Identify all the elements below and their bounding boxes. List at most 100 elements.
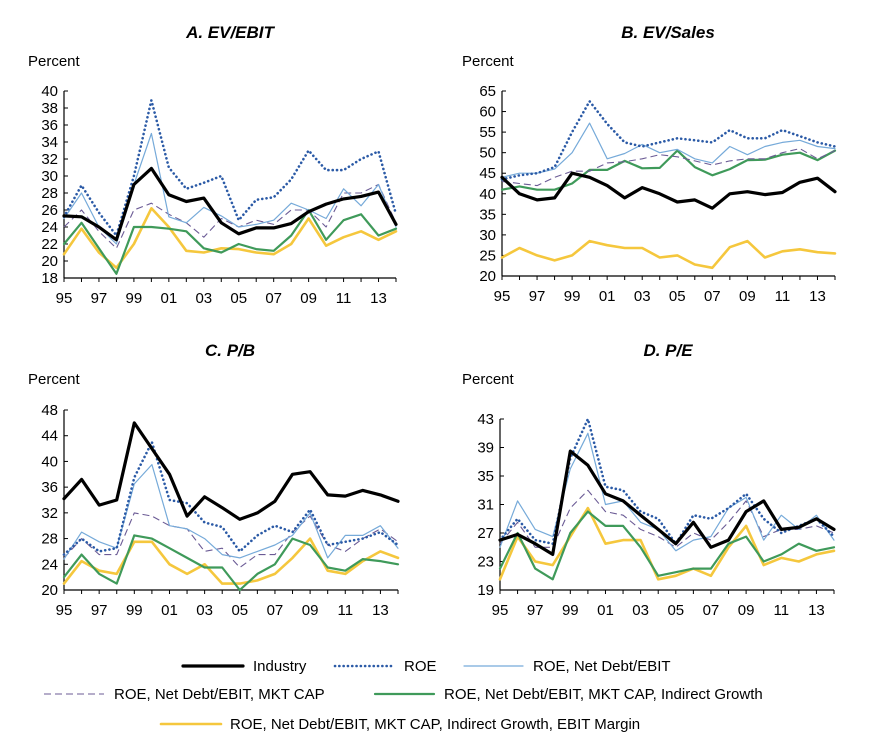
y-tick-label: 32 [41,151,58,168]
x-tick-label: 99 [126,290,143,307]
y-tick-label: 31 [477,497,494,514]
y-tick-label: 22 [41,236,58,253]
y-tick-label: 20 [479,268,496,285]
y-tick-label: 40 [479,186,496,203]
y-tick-label: 28 [41,531,58,548]
y-tick-label: 25 [479,247,496,264]
x-tick-label: 01 [161,602,178,619]
y-tick-label: 43 [477,411,494,428]
y-tick-label: 20 [41,582,58,599]
panel-p-e: D. P/E Percent 19 23 27 31 35 39 43 95 97 99 01 03 05 0… [462,341,836,619]
x-tick-label: 11 [337,602,353,619]
y-tick-label: 32 [41,505,58,522]
x-tick-label: 03 [196,602,213,619]
x-tick-label: 97 [91,602,108,619]
y-tick-label: 28 [41,185,58,202]
panel-title-ev-ebit: A. EV/EBIT [185,23,275,42]
x-tick-label: 95 [56,602,73,619]
x-tick-label: 13 [808,602,825,619]
x-tick-label: 13 [372,602,389,619]
legend-label-roe: ROE [404,658,437,675]
series-line-roe-nd-mc-ig-em-p-b [62,537,400,585]
x-tick-label: 03 [632,602,649,619]
series-line-roe-nd-mc-p-e [499,489,835,548]
x-tick-label: 07 [703,602,720,619]
series-line-industry-p-b [62,421,400,521]
y-tick-label: 38 [41,100,58,117]
x-tick-label: 09 [738,602,755,619]
series-line-industry-p-e [498,449,836,557]
y-tick-label: 24 [41,219,58,236]
series-line-roe-nd-mc-ig-ev-ebit [62,208,398,275]
x-tick-label: 99 [126,602,143,619]
series-line-roe-nd-ev-sales [501,122,836,178]
y-unit-label-p-b: Percent [28,371,81,388]
y-tick-label: 24 [41,556,58,573]
series-line-roe-nd-mc-ig-p-e [498,510,836,581]
y-unit-label-ev-sales: Percent [462,53,515,70]
y-tick-label: 50 [479,145,496,162]
x-tick-label: 05 [231,602,248,619]
x-tick-label: 13 [370,290,387,307]
x-tick-label: 01 [599,288,616,305]
y-tick-label: 18 [41,270,58,287]
x-tick-label: 95 [492,602,509,619]
y-tick-label: 27 [477,525,494,542]
x-tick-label: 07 [265,290,282,307]
y-tick-label: 34 [41,134,58,151]
y-tick-label: 44 [41,428,58,445]
x-tick-label: 09 [739,288,756,305]
legend: Industry ROE ROE, Net Debt/EBIT ROE, Net De… [44,658,763,733]
y-tick-label: 35 [477,468,494,485]
legend-label-roe-nd-mc: ROE, Net Debt/EBIT, MKT CAP [114,686,325,703]
legend-label-roe-nd: ROE, Net Debt/EBIT [533,658,671,675]
panel-title-ev-sales: B. EV/Sales [621,23,715,42]
panel-title-p-e: D. P/E [643,341,693,360]
y-tick-label: 40 [41,83,58,100]
x-tick-label: 09 [302,602,319,619]
legend-label-roe-nd-mc-ig-em: ROE, Net Debt/EBIT, MKT CAP, Indirect Gr… [230,716,640,733]
x-tick-label: 95 [494,288,511,305]
x-tick-label: 97 [527,602,544,619]
y-tick-label: 19 [477,582,494,599]
series-line-roe-nd-mc-ev-sales [501,148,836,187]
y-tick-label: 23 [477,554,494,571]
y-tick-label: 40 [41,453,58,470]
x-tick-label: 03 [195,290,212,307]
x-tick-label: 05 [667,602,684,619]
y-tick-label: 65 [479,83,496,100]
series-line-roe-nd-mc-ig-em-ev-sales [500,239,837,270]
series-line-industry-ev-ebit [62,166,398,242]
x-tick-label: 01 [597,602,614,619]
x-tick-label: 99 [564,288,581,305]
series-line-roe-nd-mc-ig-ev-sales [500,149,837,191]
x-tick-label: 05 [230,290,247,307]
series-line-roe-p-b [62,440,400,556]
legend-label-roe-nd-mc-ig: ROE, Net Debt/EBIT, MKT CAP, Indirect Gr… [444,686,763,703]
x-tick-label: 13 [809,288,826,305]
y-unit-label-ev-ebit: Percent [28,53,81,70]
y-tick-label: 36 [41,479,58,496]
x-tick-label: 07 [704,288,721,305]
x-tick-label: 99 [562,602,579,619]
y-tick-label: 36 [41,117,58,134]
series-line-roe-ev-ebit [62,99,398,237]
x-tick-label: 97 [529,288,546,305]
panel-ev-sales: B. EV/Sales Percent 20 25 30 35 40 45 50 55 60 65 95… [462,23,837,305]
y-tick-label: 20 [41,253,58,270]
y-tick-label: 45 [479,165,496,182]
series-line-roe-nd-p-e [499,432,835,552]
y-tick-label: 39 [477,440,494,457]
x-tick-label: 03 [634,288,651,305]
legend-label-industry: Industry [253,658,307,675]
y-tick-label: 30 [41,168,58,185]
x-tick-label: 11 [773,602,789,619]
panel-title-p-b: C. P/B [205,341,255,360]
x-tick-label: 09 [300,290,317,307]
series-line-roe-nd-mc-ig-em-p-e [498,506,836,581]
y-tick-label: 26 [41,202,58,219]
y-tick-label: 48 [41,402,58,419]
x-tick-label: 01 [160,290,177,307]
x-tick-label: 11 [336,290,352,307]
x-tick-label: 05 [669,288,686,305]
